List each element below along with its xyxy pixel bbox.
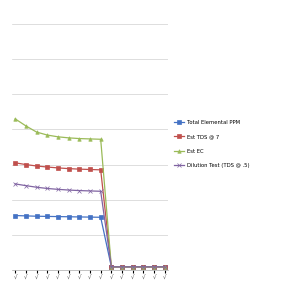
Total Elemental PPM [99,215,103,219]
Est EC [120,265,124,268]
Est TDS @ 7 [110,265,113,268]
Total Elemental PPM [35,214,38,218]
Est TDS @ 7 [152,265,156,268]
Total Elemental PPM [24,214,28,218]
Dilution Test (TDS @ .5) [14,182,17,186]
Dilution Test (TDS @ .5) [142,265,145,268]
Est TDS @ 7 [99,168,103,172]
Est TDS @ 7 [131,265,134,268]
Dilution Test (TDS @ .5) [110,265,113,268]
Dilution Test (TDS @ .5) [46,187,49,190]
Est TDS @ 7 [24,163,28,166]
Est EC [35,130,38,134]
Est TDS @ 7 [67,167,70,170]
Est EC [67,136,70,140]
Line: Est TDS @ 7: Est TDS @ 7 [14,161,166,268]
Est EC [142,265,145,268]
Est EC [131,265,134,268]
Est TDS @ 7 [56,166,60,170]
Est TDS @ 7 [163,265,166,268]
Est EC [99,137,103,141]
Est TDS @ 7 [88,168,92,171]
Est EC [110,265,113,268]
Dilution Test (TDS @ .5) [120,265,124,268]
Dilution Test (TDS @ .5) [56,188,60,191]
Total Elemental PPM [131,265,134,268]
Total Elemental PPM [67,215,70,219]
Dilution Test (TDS @ .5) [77,189,81,192]
Est TDS @ 7 [46,165,49,169]
Est EC [24,124,28,128]
Est EC [163,265,166,268]
Dilution Test (TDS @ .5) [152,265,156,268]
Dilution Test (TDS @ .5) [88,189,92,193]
Dilution Test (TDS @ .5) [35,185,38,189]
Dilution Test (TDS @ .5) [163,265,166,268]
Dilution Test (TDS @ .5) [99,190,103,193]
Total Elemental PPM [163,265,166,268]
Est TDS @ 7 [14,161,17,165]
Est EC [88,137,92,141]
Total Elemental PPM [46,214,49,218]
Est TDS @ 7 [77,167,81,171]
Total Elemental PPM [110,265,113,268]
Total Elemental PPM [120,265,124,268]
Total Elemental PPM [88,215,92,219]
Legend: Total Elemental PPM, Est TDS @ 7, Est EC, Dilution Test (TDS @ .5): Total Elemental PPM, Est TDS @ 7, Est EC… [174,120,250,168]
Est TDS @ 7 [35,164,38,168]
Est EC [14,117,17,121]
Est EC [152,265,156,268]
Dilution Test (TDS @ .5) [67,188,70,192]
Total Elemental PPM [14,214,17,217]
Est EC [77,137,81,140]
Line: Dilution Test (TDS @ .5): Dilution Test (TDS @ .5) [14,182,166,268]
Est TDS @ 7 [120,265,124,268]
Total Elemental PPM [142,265,145,268]
Est TDS @ 7 [142,265,145,268]
Line: Est EC: Est EC [14,117,166,268]
Total Elemental PPM [77,215,81,219]
Dilution Test (TDS @ .5) [131,265,134,268]
Est EC [56,135,60,139]
Total Elemental PPM [56,215,60,218]
Est EC [46,133,49,137]
Line: Total Elemental PPM: Total Elemental PPM [14,214,166,268]
Dilution Test (TDS @ .5) [24,184,28,188]
Total Elemental PPM [152,265,156,268]
